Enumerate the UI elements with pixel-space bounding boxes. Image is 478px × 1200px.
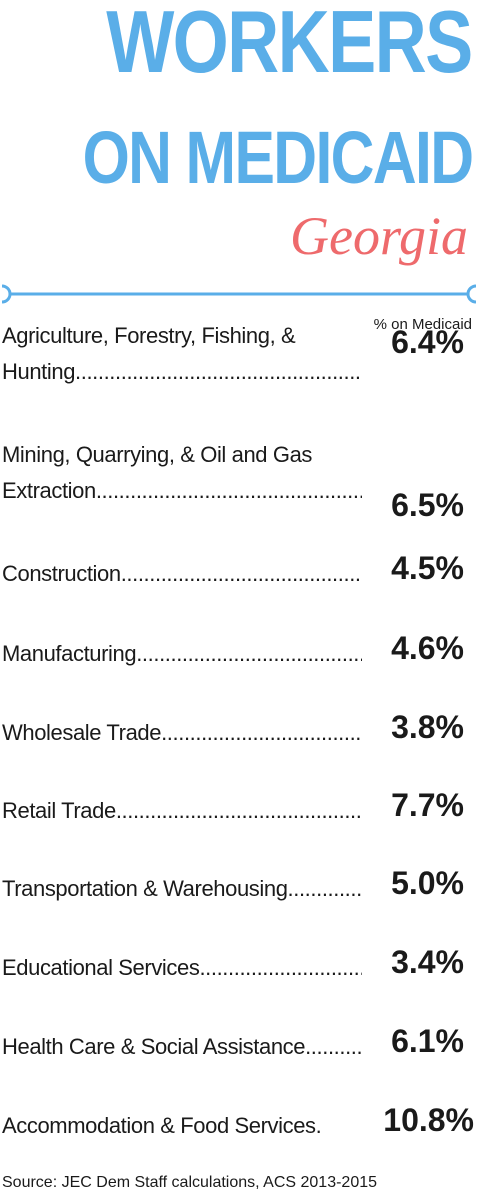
industry-label-text: Retail Trade <box>2 798 116 823</box>
industry-label-text: Hunting <box>2 359 76 384</box>
medicaid-percent-value: 6.5% <box>391 487 464 523</box>
industry-label-text: Transportation & Warehousing <box>2 876 288 901</box>
column-header: % on Medicaid <box>373 316 472 333</box>
leader-dots <box>161 715 362 751</box>
leader-dots <box>116 793 362 829</box>
industry-label: Wholesale Trade <box>2 715 362 751</box>
leader-dots <box>121 556 362 592</box>
title-divider <box>1 284 477 304</box>
medicaid-percent-value: 7.7% <box>391 787 464 823</box>
industry-label-leader: Manufacturing <box>2 636 362 672</box>
industry-label-leader: Transportation & Warehousing <box>2 871 362 907</box>
industry-label: Educational Services <box>2 950 362 986</box>
leader-dots <box>288 871 362 907</box>
industry-label: Transportation & Warehousing <box>2 871 362 907</box>
industry-label-text: Manufacturing <box>2 641 137 666</box>
industry-label-leader: Construction <box>2 556 362 592</box>
industry-label-text: Construction <box>2 561 121 586</box>
industry-label-leader: Hunting <box>2 354 362 390</box>
leader-dots <box>75 354 362 390</box>
industry-label-leader: Health Care & Social Assistance <box>2 1029 362 1065</box>
medicaid-percent-value: 6.1% <box>391 1023 464 1059</box>
industry-label: Mining, Quarrying, & Oil and Gas Extracti… <box>2 437 362 509</box>
industry-label-text: Accommodation & Food Services. <box>2 1113 322 1138</box>
industry-label-leader: Extraction <box>2 473 362 509</box>
leader-dots <box>199 950 362 986</box>
medicaid-percent-value: 5.0% <box>391 865 464 901</box>
industry-label-leader: Accommodation & Food Services. <box>2 1108 374 1144</box>
industry-label: Accommodation & Food Services. <box>2 1108 374 1144</box>
page-title-line1: WORKERS <box>106 0 474 91</box>
industry-label-leader: Wholesale Trade <box>2 715 362 751</box>
industry-label-text: Wholesale Trade <box>2 720 162 745</box>
industry-label-text: Educational Services <box>2 955 200 980</box>
industry-label: Agriculture, Forestry, Fishing, & Hunting <box>2 318 362 390</box>
industry-label-text: Extraction <box>2 478 96 503</box>
source-note: Source: JEC Dem Staff calculations, ACS … <box>2 1174 378 1191</box>
industry-label: Health Care & Social Assistance <box>2 1029 362 1065</box>
industry-label-text: Health Care & Social Assistance <box>2 1034 306 1059</box>
medicaid-percent-value: 4.6% <box>391 630 464 666</box>
leader-dots <box>96 473 362 509</box>
leader-dots <box>136 636 362 672</box>
industry-label-line: Agriculture, Forestry, Fishing, & <box>2 323 296 348</box>
industry-label: Construction <box>2 556 362 592</box>
industry-label-leader: Retail Trade <box>2 793 362 829</box>
medicaid-percent-value: 4.5% <box>391 550 464 586</box>
medicaid-percent-value: 3.8% <box>391 709 464 745</box>
page-subtitle: Georgia <box>290 206 468 266</box>
industry-label: Manufacturing <box>2 636 362 672</box>
industry-label-line: Mining, Quarrying, & Oil and Gas <box>2 442 313 467</box>
leader-dots <box>305 1029 362 1065</box>
page-title-line2: ON MEDICAID <box>82 116 474 199</box>
medicaid-percent-value: 6.4% <box>391 324 464 360</box>
industry-label: Retail Trade <box>2 793 362 829</box>
medicaid-percent-value: 3.4% <box>391 944 464 980</box>
industry-label-leader: Educational Services <box>2 950 362 986</box>
medicaid-percent-value: 10.8% <box>383 1102 474 1138</box>
